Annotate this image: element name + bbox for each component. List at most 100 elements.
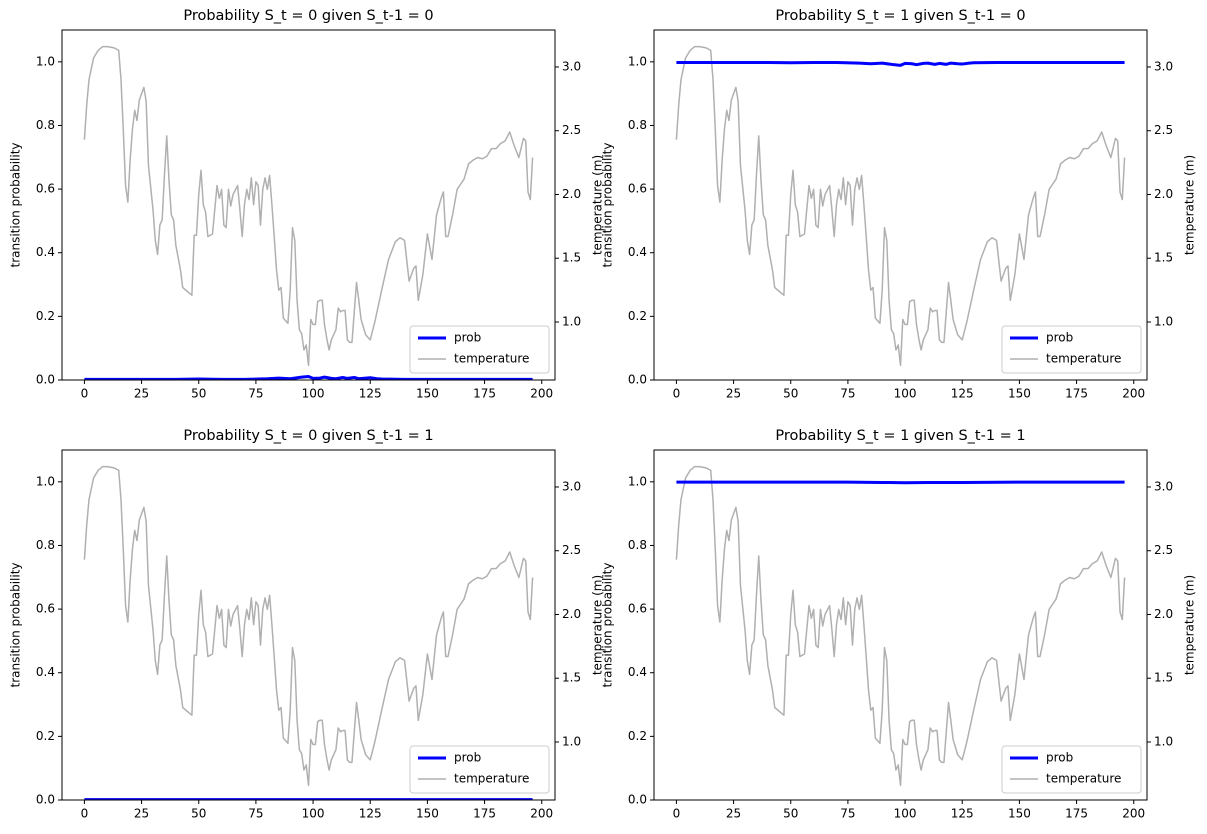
y-tick-label: 0.6 <box>628 602 647 616</box>
y-tick-label: 0.2 <box>36 729 55 743</box>
y-axis-label: transition probability <box>601 142 615 267</box>
y-tick-label: 0.8 <box>628 538 647 552</box>
y-tick-label: 1.0 <box>36 54 55 68</box>
plot-frame <box>61 29 556 381</box>
x-tick-label: 75 <box>840 387 855 401</box>
y-tick-label: 0.2 <box>628 309 647 323</box>
y2-tick-label: 2.0 <box>562 187 581 201</box>
y2-axis-label: temperature (m) <box>1183 575 1197 675</box>
legend: prob temperature <box>1001 325 1142 374</box>
subplot-title: Probability S_t = 0 given S_t-1 = 1 <box>183 428 433 444</box>
y-axis-label: transition probability <box>601 562 615 687</box>
plot-frame <box>653 29 1148 381</box>
y2-tick-label: 2.0 <box>1154 187 1173 201</box>
legend-label: temperature <box>1046 352 1121 366</box>
series-line <box>83 45 534 367</box>
y2-tick-label: 3.0 <box>562 479 581 493</box>
y-tick-label: 0.4 <box>36 245 55 259</box>
y2-tick-label: 1.0 <box>1154 734 1173 748</box>
y2-tick-label: 1.0 <box>1154 314 1173 328</box>
x-tick-label: 25 <box>726 387 741 401</box>
legend-label: temperature <box>454 352 529 366</box>
plot-frame <box>653 449 1148 801</box>
x-tick-label: 200 <box>1122 387 1145 401</box>
y-tick-label: 0.8 <box>628 118 647 132</box>
x-tick-label: 150 <box>1008 387 1031 401</box>
x-tick-label: 200 <box>530 387 553 401</box>
y2-tick-label: 1.5 <box>562 671 581 685</box>
series-line <box>675 45 1126 367</box>
y-tick-label: 0.4 <box>628 665 647 679</box>
y-axis-label: transition probability <box>9 142 23 267</box>
legend: prob temperature <box>1001 745 1142 794</box>
x-tick-label: 125 <box>951 807 974 821</box>
y2-axis-label: temperature (m) <box>1183 155 1197 255</box>
x-tick-label: 125 <box>951 387 974 401</box>
x-tick-label: 150 <box>416 387 439 401</box>
x-tick-label: 150 <box>416 807 439 821</box>
y2-tick-label: 2.5 <box>1154 123 1173 137</box>
y2-tick-label: 1.5 <box>1154 251 1173 265</box>
y-tick-label: 0.8 <box>36 538 55 552</box>
y-tick-label: 0.4 <box>628 245 647 259</box>
y2-tick-label: 1.5 <box>1154 671 1173 685</box>
y2-tick-label: 2.5 <box>1154 543 1173 557</box>
y-tick-label: 0.2 <box>628 729 647 743</box>
y2-axis-label: temperature (m) <box>591 575 605 675</box>
x-tick-label: 175 <box>473 387 496 401</box>
subplot: Probability S_t = 1 given S_t-1 = 0 0 25 50… <box>601 8 1197 401</box>
y-tick-label: 0.6 <box>36 602 55 616</box>
subplot-title: Probability S_t = 1 given S_t-1 = 1 <box>775 428 1025 444</box>
x-tick-label: 100 <box>302 387 325 401</box>
legend-label: prob <box>1046 751 1073 765</box>
legend: prob temperature <box>409 745 550 794</box>
x-tick-label: 100 <box>894 807 917 821</box>
x-tick-label: 75 <box>840 807 855 821</box>
x-tick-label: 100 <box>302 807 325 821</box>
y-tick-label: 0.0 <box>628 373 647 387</box>
series-line <box>676 480 1125 485</box>
x-tick-label: 25 <box>134 387 149 401</box>
series-line <box>84 375 533 380</box>
x-tick-label: 200 <box>1122 807 1145 821</box>
legend: prob temperature <box>409 325 550 374</box>
y-tick-label: 0.0 <box>36 373 55 387</box>
y2-axis-label: temperature (m) <box>591 155 605 255</box>
x-tick-label: 0 <box>673 807 681 821</box>
y2-tick-label: 1.0 <box>562 314 581 328</box>
subplot-title: Probability S_t = 0 given S_t-1 = 0 <box>183 8 433 24</box>
y-tick-label: 0.2 <box>36 309 55 323</box>
legend-label: temperature <box>454 772 529 786</box>
x-tick-label: 50 <box>783 387 798 401</box>
y-tick-label: 0.6 <box>36 182 55 196</box>
plot-frame <box>61 449 556 801</box>
y2-tick-label: 1.0 <box>562 734 581 748</box>
subplot: Probability S_t = 0 given S_t-1 = 1 0 25 50… <box>9 428 605 821</box>
y-tick-label: 0.0 <box>628 793 647 807</box>
y-tick-label: 0.6 <box>628 182 647 196</box>
y2-tick-label: 1.5 <box>562 251 581 265</box>
legend-label: prob <box>454 751 481 765</box>
y-tick-label: 1.0 <box>628 54 647 68</box>
y-tick-label: 0.8 <box>36 118 55 132</box>
y2-tick-label: 3.0 <box>1154 479 1173 493</box>
y-tick-label: 0.0 <box>36 793 55 807</box>
y-axis-label: transition probability <box>9 562 23 687</box>
x-tick-label: 50 <box>783 807 798 821</box>
x-tick-label: 175 <box>473 807 496 821</box>
x-tick-label: 100 <box>894 387 917 401</box>
series-line <box>676 60 1125 67</box>
y2-tick-label: 2.5 <box>562 543 581 557</box>
y2-tick-label: 2.5 <box>562 123 581 137</box>
x-tick-label: 125 <box>359 387 382 401</box>
legend-label: prob <box>1046 331 1073 345</box>
x-tick-label: 25 <box>726 807 741 821</box>
y2-tick-label: 2.0 <box>1154 607 1173 621</box>
legend-label: temperature <box>1046 772 1121 786</box>
x-tick-label: 175 <box>1065 387 1088 401</box>
series-line <box>675 465 1126 787</box>
x-tick-label: 0 <box>81 387 89 401</box>
x-tick-label: 150 <box>1008 807 1031 821</box>
series-line <box>83 465 534 787</box>
